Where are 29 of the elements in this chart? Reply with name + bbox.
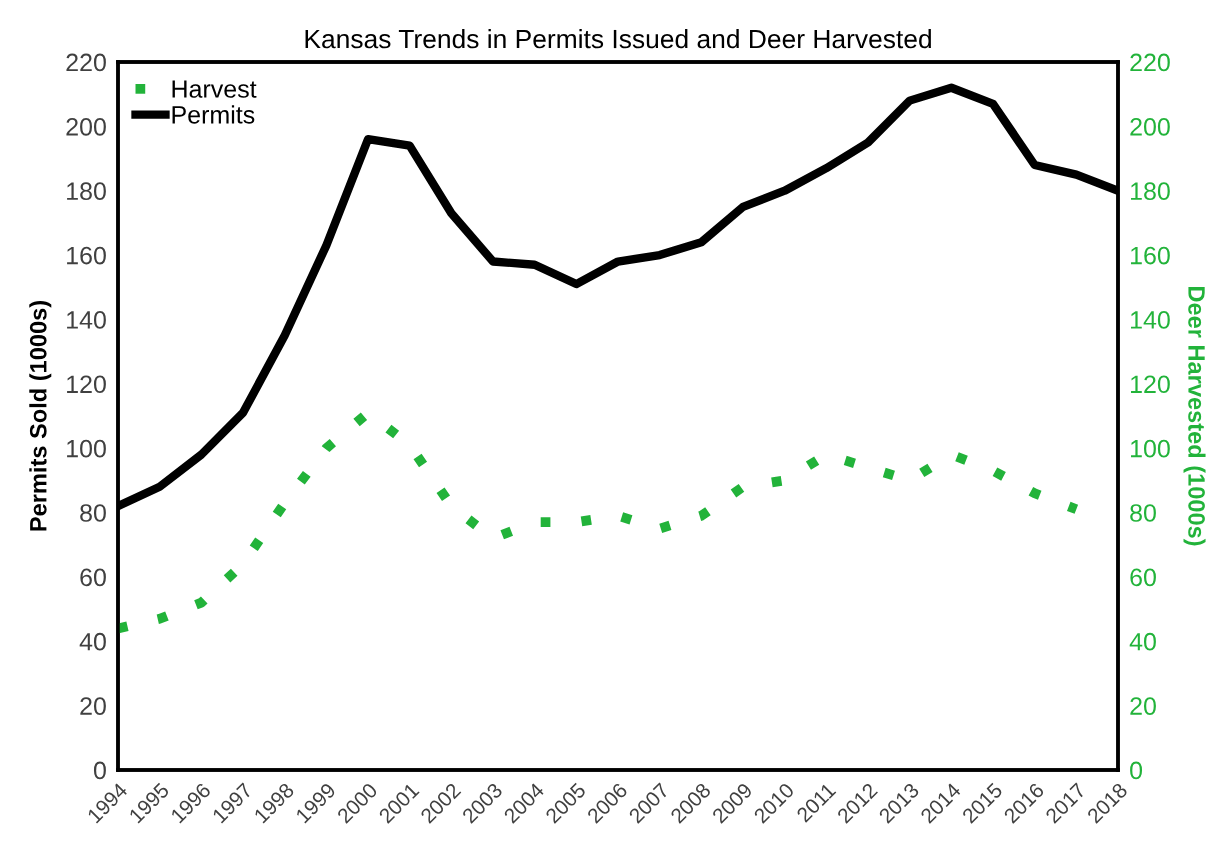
y2-tick-label: 120 <box>1131 375 1170 394</box>
y2-tick-label: 80 <box>1130 504 1156 522</box>
y-tick-label: 220 <box>66 53 106 72</box>
y-tick-label: 60 <box>80 568 106 587</box>
y-tick-label: 120 <box>67 375 106 394</box>
chart-title: Kansas Trends in Permits Issued and Deer Harvested <box>305 28 931 49</box>
y-tick-label: 100 <box>67 439 106 458</box>
y-tick-label: 180 <box>67 182 106 201</box>
y-tick-label: 40 <box>79 632 106 651</box>
y2-tick-label: 200 <box>1130 117 1170 136</box>
y2-tick-label: 0 <box>1130 761 1143 780</box>
legend-label: Harvest <box>172 80 257 98</box>
y2-tick-label: 40 <box>1129 632 1156 651</box>
y2-tick-label: 220 <box>1130 53 1170 72</box>
y2-tick-label: 140 <box>1131 311 1170 329</box>
y-tick-label: 20 <box>80 697 106 715</box>
y2-axis-title: Deer Harvested (1000s) <box>1183 286 1206 546</box>
y-tick-label: 140 <box>67 311 106 329</box>
y2-tick-label: 160 <box>1131 246 1170 265</box>
y2-tick-label: 60 <box>1130 568 1156 587</box>
legend-label: Permits <box>172 105 255 124</box>
y2-tick-label: 100 <box>1131 439 1170 458</box>
y-tick-label: 200 <box>66 117 106 136</box>
y2-tick-label: 20 <box>1130 697 1156 715</box>
y2-tick-label: 180 <box>1131 182 1170 201</box>
y-tick-label: 80 <box>80 504 106 522</box>
y-tick-label: 0 <box>93 761 106 780</box>
y-tick-label: 160 <box>67 246 106 265</box>
y-axis-title: Permits Sold (1000s) <box>29 301 52 531</box>
